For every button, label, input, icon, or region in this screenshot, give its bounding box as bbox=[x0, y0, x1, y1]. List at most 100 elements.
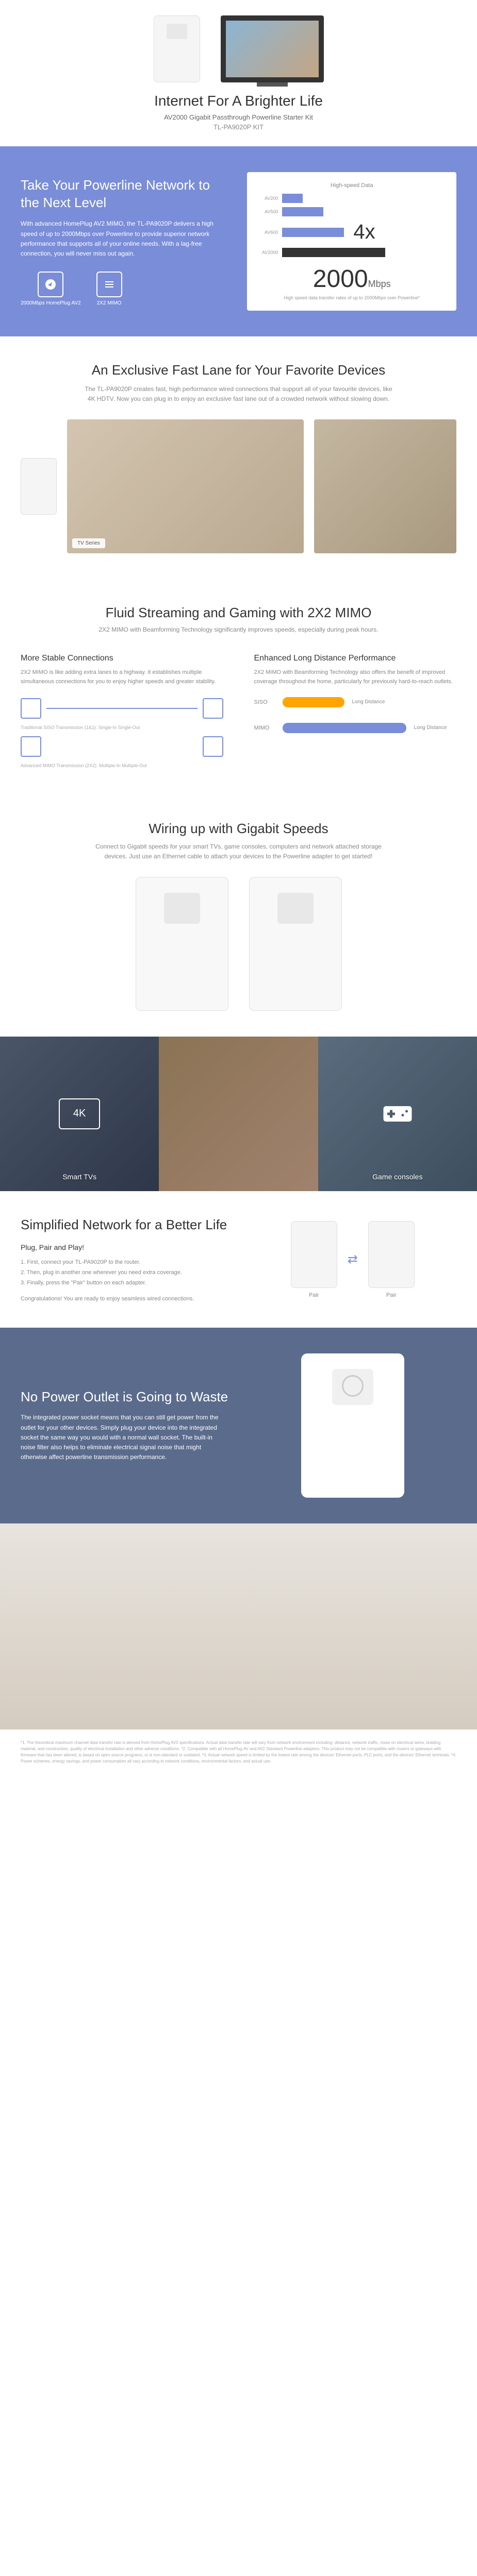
feature-icon-mimo: 2X2 MIMO bbox=[96, 272, 122, 306]
adapter-with-socket-icon bbox=[301, 1353, 404, 1498]
section-desc: 2X2 MIMO with Beamforming Technology sig… bbox=[21, 626, 456, 633]
diagram-caption: Traditional SISO Transmission (1&1): Sin… bbox=[21, 725, 223, 730]
lifestyle-game-console: Game consoles bbox=[318, 1037, 477, 1191]
bar-label: AV2000 bbox=[257, 250, 278, 255]
gigabit-section: Wiring up with Gigabit Speeds Connect to… bbox=[0, 795, 477, 1037]
speedometer-icon bbox=[38, 272, 63, 297]
outlet-product-image bbox=[249, 1353, 457, 1498]
pair-illustration: Pair ⇄ Pair bbox=[249, 1221, 457, 1298]
feature-icon-speed: 2000Mbps HomePlug AV2 bbox=[21, 272, 81, 306]
bar-label: AV600 bbox=[257, 230, 278, 235]
bar bbox=[282, 228, 344, 237]
fast-lane-illustration: TV Series bbox=[21, 419, 456, 553]
living-room-scene: TV Series bbox=[67, 419, 304, 553]
siso-distance-row: SISO Long Distance bbox=[254, 697, 457, 707]
bar-label: Long Distance bbox=[352, 699, 385, 705]
feature-icons-row: 2000Mbps HomePlug AV2 2X2 MIMO bbox=[21, 272, 217, 306]
lifestyle-person bbox=[159, 1037, 318, 1191]
pair-label: Pair bbox=[291, 1292, 337, 1298]
adapter-icon bbox=[291, 1221, 337, 1288]
multi-lines bbox=[46, 744, 198, 749]
bar bbox=[282, 207, 323, 216]
row-label: MIMO bbox=[254, 725, 275, 731]
card-header: High-speed Data bbox=[257, 182, 446, 189]
step-item: 2. Then, plug in another one wherever yo… bbox=[21, 1268, 228, 1278]
pair-arrow-icon: ⇄ bbox=[348, 1252, 358, 1267]
section-body: The integrated power socket means that y… bbox=[21, 1413, 228, 1462]
bar-label: AV200 bbox=[257, 196, 278, 201]
bar bbox=[282, 248, 385, 257]
speed-caption: High speed data transfer rates of up to … bbox=[257, 295, 446, 300]
adapter-side-icon bbox=[249, 877, 342, 1011]
section-subtitle: Plug, Pair and Play! bbox=[21, 1243, 228, 1251]
simplified-section: Simplified Network for a Better Life Plu… bbox=[0, 1191, 477, 1328]
adapter-left-icon bbox=[21, 458, 57, 515]
powerline-speed-section: Take Your Powerline Network to the Next … bbox=[0, 146, 477, 336]
lifestyle-grid: 4K Smart TVs Game consoles bbox=[0, 1037, 477, 1191]
product-pair bbox=[21, 877, 456, 1011]
bar-row: AV600 4x bbox=[257, 221, 446, 244]
hero-subtitle: AV2000 Gigabit Passthrough Powerline Sta… bbox=[0, 113, 477, 121]
mimo-distance-row: MIMO Long Distance bbox=[254, 723, 457, 733]
mimo-section: Fluid Streaming and Gaming with 2X2 MIMO… bbox=[0, 579, 477, 794]
column-body: 2X2 MIMO is like adding extra lanes to a… bbox=[21, 668, 223, 686]
hero-section: Internet For A Brighter Life AV2000 Giga… bbox=[0, 0, 477, 146]
adapter-icon bbox=[368, 1221, 415, 1288]
speed-bar-chart: AV200 AV500 AV600 4x AV2000 bbox=[257, 194, 446, 257]
step-item: 1. First, connect your TL-PA9020P to the… bbox=[21, 1258, 228, 1268]
lifestyle-smart-tv: 4K Smart TVs bbox=[0, 1037, 159, 1191]
section-title: Fluid Streaming and Gaming with 2X2 MIMO bbox=[21, 605, 456, 621]
disclaimer-text: *1. The theoretical maximum channel data… bbox=[0, 1730, 477, 1775]
hero-title: Internet For A Brighter Life bbox=[0, 93, 477, 109]
section-title: An Exclusive Fast Lane for Your Favorite… bbox=[21, 362, 456, 378]
pair-device-right: Pair bbox=[368, 1221, 415, 1298]
bar-row: AV200 bbox=[257, 194, 446, 203]
row-label: SISO bbox=[254, 699, 275, 705]
four-k-icon: 4K bbox=[59, 1098, 100, 1129]
fast-lane-section: An Exclusive Fast Lane for Your Favorite… bbox=[0, 336, 477, 579]
icon-label: 2X2 MIMO bbox=[96, 300, 122, 306]
cell-label: Game consoles bbox=[372, 1173, 422, 1181]
congrats-text: Congratulations! You are ready to enjoy … bbox=[21, 1296, 228, 1302]
pair-label: Pair bbox=[368, 1292, 415, 1298]
pair-device-left: Pair bbox=[291, 1221, 337, 1298]
icon-label: 2000Mbps HomePlug AV2 bbox=[21, 300, 81, 306]
mimo-columns: More Stable Connections 2X2 MIMO is like… bbox=[21, 654, 456, 769]
multiplier-badge: 4x bbox=[353, 221, 375, 244]
blue-title: Take Your Powerline Network to the Next … bbox=[21, 177, 217, 212]
adapter-front-icon bbox=[136, 877, 228, 1011]
scene-tag: TV Series bbox=[72, 538, 105, 548]
section-title: Simplified Network for a Better Life bbox=[21, 1217, 228, 1233]
cell-label: Smart TVs bbox=[62, 1173, 96, 1181]
stable-connections-column: More Stable Connections 2X2 MIMO is like… bbox=[21, 654, 223, 769]
big-speed-value: 2000Mbps bbox=[257, 265, 446, 293]
column-body: 2X2 MIMO with Beamforming Technology als… bbox=[254, 668, 457, 686]
column-title: More Stable Connections bbox=[21, 654, 223, 663]
column-title: Enhanced Long Distance Performance bbox=[254, 654, 457, 663]
node-icon bbox=[21, 736, 41, 757]
bar-label: AV500 bbox=[257, 209, 278, 214]
distance-diagram: SISO Long Distance MIMO Long Distance bbox=[254, 697, 457, 733]
steps-list: 1. First, connect your TL-PA9020P to the… bbox=[21, 1258, 228, 1288]
blue-text-column: Take Your Powerline Network to the Next … bbox=[21, 177, 217, 306]
short-bar bbox=[283, 697, 344, 707]
speed-comparison-card: High-speed Data AV200 AV500 AV600 4x AV20… bbox=[247, 172, 456, 311]
hero-device-illustration bbox=[0, 15, 477, 82]
simplified-text: Simplified Network for a Better Life Plu… bbox=[21, 1217, 228, 1302]
siso-mimo-diagram: Traditional SISO Transmission (1&1): Sin… bbox=[21, 697, 223, 769]
person-remote-scene bbox=[314, 419, 456, 553]
long-distance-column: Enhanced Long Distance Performance 2X2 M… bbox=[254, 654, 457, 769]
diagram-caption: Advanced MIMO Transmission (2X2): Multip… bbox=[21, 763, 223, 768]
mimo-row bbox=[21, 736, 223, 757]
bar bbox=[282, 194, 303, 203]
speed-number: 2000 bbox=[313, 265, 368, 293]
node-icon bbox=[21, 698, 41, 719]
section-desc: Connect to Gigabit speeds for your smart… bbox=[84, 842, 393, 861]
outlet-text: No Power Outlet is Going to Waste The in… bbox=[21, 1389, 228, 1462]
hero-model: TL-PA9020P KIT bbox=[0, 123, 477, 131]
bar-row: AV2000 bbox=[257, 248, 446, 257]
speed-card-column: High-speed Data AV200 AV500 AV600 4x AV20… bbox=[247, 172, 456, 311]
gamepad-icon bbox=[382, 1098, 413, 1129]
outlet-passthrough-section: No Power Outlet is Going to Waste The in… bbox=[0, 1328, 477, 1523]
speed-unit: Mbps bbox=[368, 279, 391, 289]
